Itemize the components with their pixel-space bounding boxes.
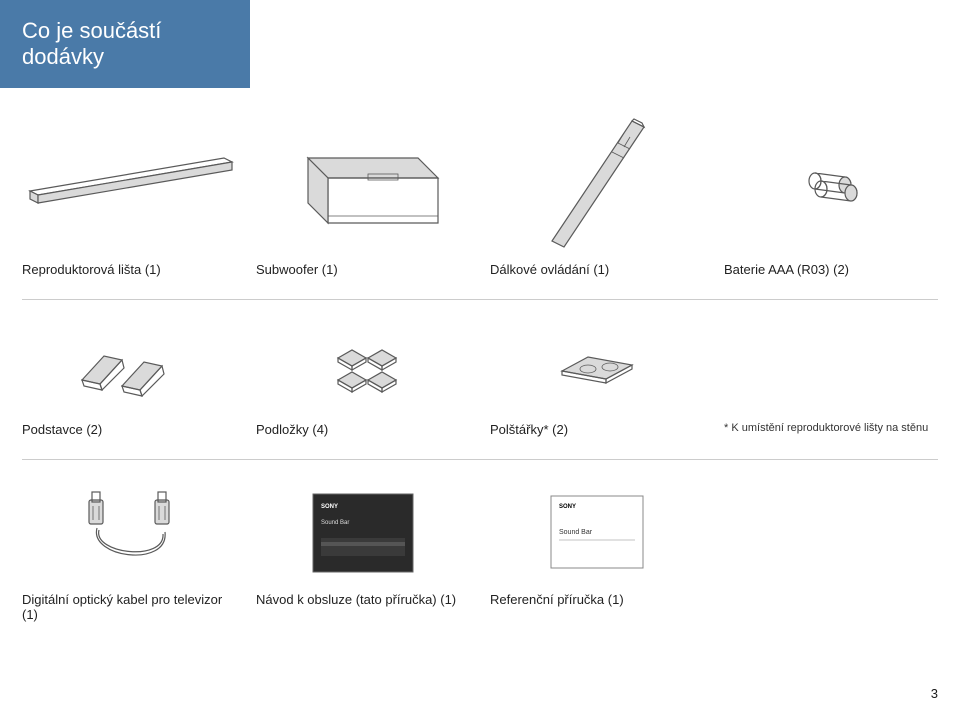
item-note: * K umístění reproduktorové lišty na stě… xyxy=(724,318,938,441)
reference-title: Sound Bar xyxy=(559,529,593,536)
reference-label: Referenční příručka (1) xyxy=(490,588,704,611)
page-number: 3 xyxy=(931,686,938,701)
item-subwoofer: Subwoofer (1) xyxy=(256,108,470,281)
cable-label: Digitální optický kabel pro televizor (1… xyxy=(22,588,236,626)
item-reference: SONY Sound Bar Referenční příručka (1) xyxy=(490,478,704,611)
section-row-2: Podstavce (2) Podložky (4) xyxy=(22,318,938,441)
manual-illustration: SONY Sound Bar xyxy=(256,478,470,588)
divider-2 xyxy=(22,459,938,460)
item-optical-cable: Digitální optický kabel pro televizor (1… xyxy=(22,478,236,626)
item-batteries: Baterie AAA (R03) (2) xyxy=(724,108,938,281)
remote-illustration xyxy=(490,108,704,258)
item-remote: Dálkové ovládání (1) xyxy=(490,108,704,281)
cushions-label: Polštářky* (2) xyxy=(490,418,704,441)
pads-illustration xyxy=(256,318,470,418)
remote-label: Dálkové ovládání (1) xyxy=(490,258,704,281)
subwoofer-illustration xyxy=(256,108,470,258)
item-stands: Podstavce (2) xyxy=(22,318,236,441)
item-soundbar: Reproduktorová lišta (1) xyxy=(22,108,236,281)
item-pads: Podložky (4) xyxy=(256,318,470,441)
reference-brand: SONY xyxy=(559,504,576,510)
batteries-illustration xyxy=(724,108,938,258)
divider-1 xyxy=(22,299,938,300)
manual-title: Sound Bar xyxy=(321,520,349,526)
cushions-illustration xyxy=(490,318,704,418)
page-header: Co je součástí dodávky xyxy=(0,0,250,88)
reference-illustration: SONY Sound Bar xyxy=(490,478,704,588)
cushion-note: * K umístění reproduktorové lišty na stě… xyxy=(724,418,938,438)
section-row-1: Reproduktorová lišta (1) Subwoofer (1) xyxy=(22,108,938,281)
pads-label: Podložky (4) xyxy=(256,418,470,441)
soundbar-illustration xyxy=(22,108,236,258)
item-manual: SONY Sound Bar Návod k obsluze (tato pří… xyxy=(256,478,470,611)
soundbar-label: Reproduktorová lišta (1) xyxy=(22,258,236,281)
note-spacer xyxy=(724,318,938,418)
item-cushions: Polštářky* (2) xyxy=(490,318,704,441)
subwoofer-label: Subwoofer (1) xyxy=(256,258,470,281)
content-area: Reproduktorová lišta (1) Subwoofer (1) xyxy=(0,108,960,626)
stands-label: Podstavce (2) xyxy=(22,418,236,441)
section-row-3: Digitální optický kabel pro televizor (1… xyxy=(22,478,938,626)
page-title: Co je součástí dodávky xyxy=(22,18,161,69)
manual-brand: SONY xyxy=(321,504,338,510)
manual-label: Návod k obsluze (tato příručka) (1) xyxy=(256,588,470,611)
cable-illustration xyxy=(22,478,236,588)
stands-illustration xyxy=(22,318,236,418)
batteries-label: Baterie AAA (R03) (2) xyxy=(724,258,938,281)
